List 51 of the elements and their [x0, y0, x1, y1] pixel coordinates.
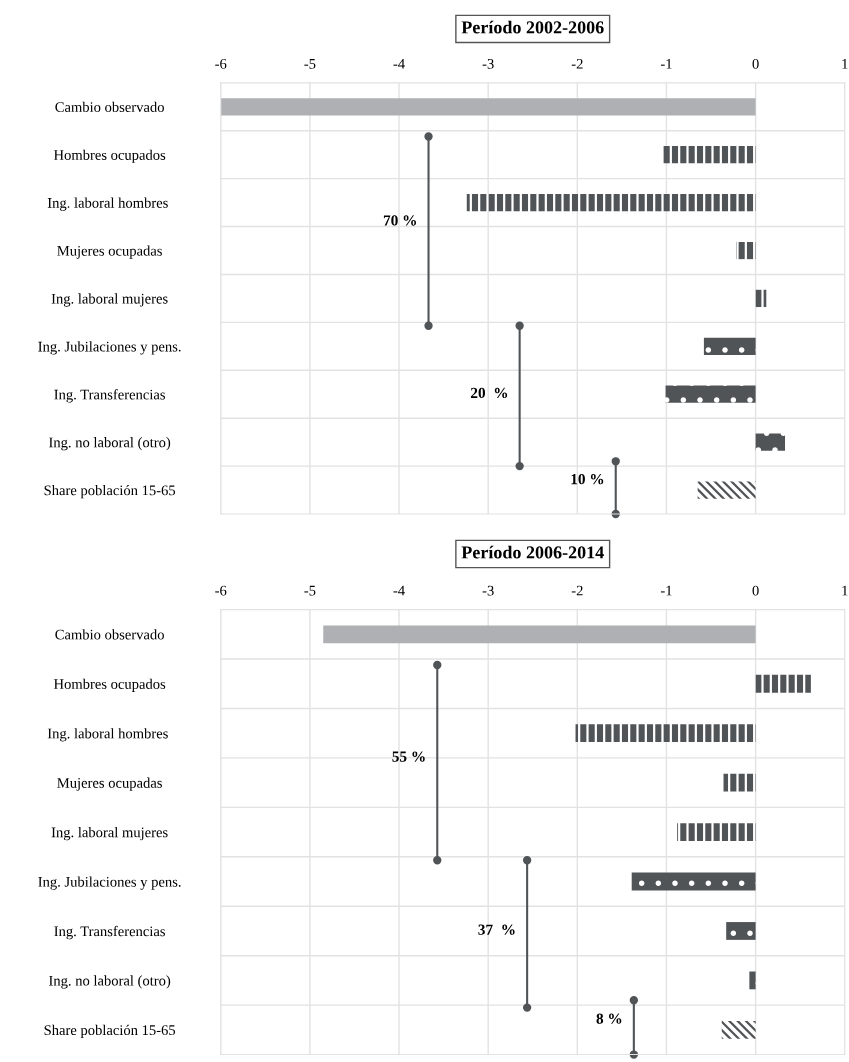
annotation: 37 %: [478, 924, 515, 935]
bar: [220, 98, 756, 116]
bar: [662, 146, 756, 164]
bar: [665, 385, 756, 403]
annotation: 55 %: [392, 751, 425, 762]
x-tick-label: -3: [482, 58, 494, 69]
y-tick-label: Ing. laboral hombres: [47, 728, 168, 742]
x-tick-label: -4: [393, 585, 405, 596]
y-tick-label: Cambio observado: [55, 101, 164, 112]
x-tick-label: 1: [842, 58, 848, 69]
bar: [697, 481, 756, 499]
annotation: 10 %: [571, 473, 604, 485]
x-tick-label: -5: [304, 585, 316, 596]
y-tick-label: Share población 15-65: [44, 484, 176, 499]
y-tick-label: Ing. Jubilaciones y pens.: [38, 341, 181, 355]
y-tick-label: Ing. laboral hombres: [47, 197, 168, 211]
x-tick-label: -3: [482, 585, 494, 596]
chart-title: Período 2002-2006: [461, 20, 604, 34]
y-tick-label: Ing. laboral mujeres: [51, 827, 168, 841]
x-tick-label: -2: [571, 585, 583, 596]
y-tick-label: Cambio observado: [55, 629, 164, 640]
x-tick-label: -5: [304, 59, 316, 69]
y-tick-label: Hombres ocupados: [53, 149, 166, 163]
bar: [466, 193, 756, 212]
annotation: 20 %: [470, 387, 508, 399]
y-tick-label: Ing. no laboral (otro): [49, 437, 171, 451]
bar: [703, 337, 756, 355]
annotation: 8 %: [596, 1013, 622, 1024]
y-tick-label: Ing. Transferencias: [54, 925, 165, 940]
chart-title: Período 2006-2014: [461, 545, 604, 559]
y-tick-label: Ing. Transferencias: [54, 389, 165, 403]
y-tick-label: Ing. Jubilaciones y pens.: [38, 876, 181, 890]
x-tick-label: -6: [215, 585, 227, 596]
x-tick-label: -2: [571, 58, 583, 69]
x-tick-label: 0: [752, 585, 759, 596]
x-tick-label: -1: [660, 58, 672, 69]
y-tick-label: Ing. no laboral (otro): [49, 975, 171, 989]
x-tick-label: -1: [660, 585, 672, 596]
bar: [755, 433, 786, 451]
y-tick-label: Mujeres ocupadas: [57, 245, 162, 259]
bar: [755, 289, 767, 308]
y-tick-label: Hombres ocupados: [53, 678, 166, 692]
y-tick-label: Share población 15-65: [44, 1024, 176, 1039]
annotation: 70 %: [383, 215, 416, 226]
x-tick-label: 1: [842, 585, 848, 596]
y-tick-label: Mujeres ocupadas: [57, 777, 162, 791]
y-tick-label: Ing. laboral mujeres: [51, 293, 168, 307]
x-tick-label: 0: [752, 58, 759, 69]
bar: [736, 241, 756, 260]
x-tick-label: -6: [215, 58, 227, 69]
x-tick-label: -4: [393, 59, 405, 69]
